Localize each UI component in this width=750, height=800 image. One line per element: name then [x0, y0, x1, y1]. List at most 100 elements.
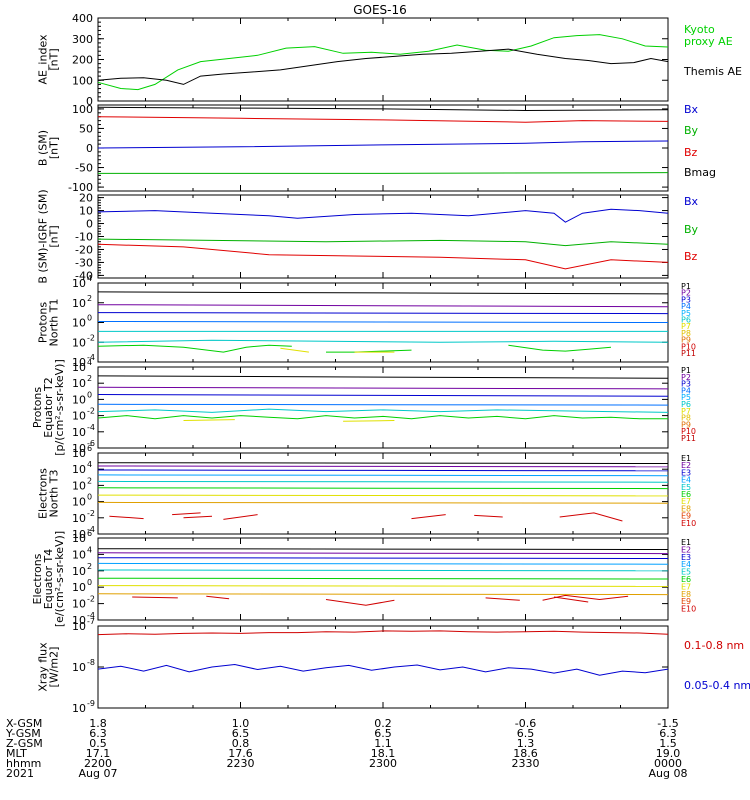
- channel-label: E7: [681, 582, 691, 591]
- y-axis-label: [nT]: [48, 225, 61, 247]
- y-axis-label: B (SM)-IGRF (SM): [37, 189, 50, 283]
- x-axis-value: -0.6: [515, 717, 536, 730]
- y-tick-exponent: 2: [87, 374, 92, 383]
- x-axis-value: 6.5: [232, 727, 250, 740]
- series-line-by: [98, 172, 669, 174]
- legend-label: Bz: [684, 250, 698, 263]
- series-line-e6: [97, 577, 669, 580]
- plot-title: GOES-16: [353, 3, 407, 17]
- y-axis-label: Equator T4: [42, 549, 55, 609]
- y-axis-label: [p/(cm²-s-sr-keV)]: [53, 359, 66, 456]
- series-line-p6: [97, 339, 669, 343]
- legend-label: By: [684, 124, 699, 137]
- series-line-bz: [97, 116, 669, 123]
- y-tick-label: 10: [72, 548, 86, 561]
- channel-label: P1: [681, 366, 691, 375]
- y-tick-exponent: 4: [87, 274, 92, 283]
- y-tick-label: 10: [72, 598, 86, 611]
- channel-label: E2: [681, 545, 691, 554]
- series-line-e9d: [223, 514, 258, 520]
- channel-label: P6: [681, 400, 691, 409]
- series-line-e9g: [559, 512, 623, 522]
- legend-label: Bmag: [684, 166, 716, 179]
- series-line-e1: [97, 548, 669, 550]
- y-tick-exponent: 0: [87, 493, 92, 502]
- series-line-p3: [97, 312, 669, 315]
- y-tick-label: 10: [72, 463, 86, 476]
- y-tick-label: 10: [72, 614, 86, 627]
- series-line-bx: [97, 208, 669, 223]
- y-tick-label: -100: [68, 181, 93, 194]
- channel-label: P10: [681, 342, 696, 351]
- y-tick-exponent: 6: [87, 529, 92, 538]
- y-tick-label: 10: [72, 496, 86, 509]
- y-tick-label: 10: [72, 620, 86, 633]
- y-tick-label: -20: [75, 243, 93, 256]
- legend-label: Themis AE: [683, 65, 742, 78]
- series-line-e4: [97, 562, 669, 565]
- series-line-p8: [280, 347, 309, 353]
- series-line-kyoto-proxy-ae: [97, 34, 669, 91]
- panel-frame: [97, 452, 669, 535]
- x-axis-value: 17.1: [86, 747, 111, 760]
- x-axis-value: 0.5: [89, 737, 107, 750]
- y-axis-label: [nT]: [48, 137, 61, 159]
- y-tick-label: 10: [72, 528, 86, 541]
- y-tick-label: -10: [75, 231, 93, 244]
- x-axis-value: 1.1: [374, 737, 392, 750]
- panel-frame: [97, 625, 669, 709]
- y-tick-exponent: 0: [87, 314, 92, 323]
- y-tick-label: 10: [72, 479, 86, 492]
- series-line-0-05-0-4-nm: [97, 663, 669, 676]
- y-axis-label: B (SM): [37, 130, 50, 166]
- y-tick-label: 10: [72, 297, 86, 310]
- channel-label: P11: [681, 434, 696, 443]
- series-line-e9d: [485, 597, 520, 601]
- y-tick-exponent: 0: [87, 390, 92, 399]
- y-axis-label: Electrons: [37, 468, 50, 519]
- y-tick-exponent: 2: [87, 294, 92, 303]
- x-axis-value: 2230: [227, 757, 255, 770]
- y-tick-exponent: 4: [87, 545, 92, 554]
- y-tick-exponent: -7: [87, 617, 95, 626]
- y-tick-label: 50: [79, 122, 93, 135]
- y-tick-label: 0: [86, 142, 93, 155]
- series-line-p1: [97, 291, 669, 295]
- series-line-bmag: [97, 106, 669, 112]
- channel-label: E6: [681, 575, 691, 584]
- series-line-e5: [97, 480, 669, 483]
- y-tick-exponent: -2: [87, 595, 95, 604]
- channel-label: P1: [681, 282, 691, 291]
- series-line-p5: [97, 408, 669, 413]
- series-line-p2: [97, 386, 669, 390]
- y-axis-label: AE_index: [37, 34, 50, 85]
- x-axis-value: 2330: [512, 757, 540, 770]
- x-axis-value: 6.3: [89, 727, 107, 740]
- y-tick-label: 10: [72, 356, 86, 369]
- channel-label: P2: [681, 373, 691, 382]
- x-axis-value: 1.5: [659, 737, 677, 750]
- channel-label: P6: [681, 316, 691, 325]
- y-tick-label: 10: [72, 581, 86, 594]
- y-tick-exponent: -4: [87, 611, 95, 620]
- channel-label: P7: [681, 407, 691, 416]
- x-axis-value: -1.5: [657, 717, 678, 730]
- x-axis-value: Aug 08: [649, 767, 688, 780]
- channel-label: E8: [681, 504, 691, 513]
- legend-label: proxy AE: [684, 35, 733, 48]
- series-line-e9c: [325, 599, 395, 606]
- channel-label: E1: [681, 454, 691, 463]
- y-tick-exponent: -4: [87, 525, 95, 534]
- y-tick-exponent: 4: [87, 358, 92, 367]
- y-tick-exponent: -9: [87, 699, 95, 708]
- y-tick-exponent: 4: [87, 460, 92, 469]
- y-tick-label: 20: [79, 192, 93, 205]
- series-line-by: [97, 238, 669, 247]
- y-tick-label: 10: [72, 565, 86, 578]
- series-line-bz: [97, 243, 669, 270]
- channel-label: E3: [681, 468, 691, 477]
